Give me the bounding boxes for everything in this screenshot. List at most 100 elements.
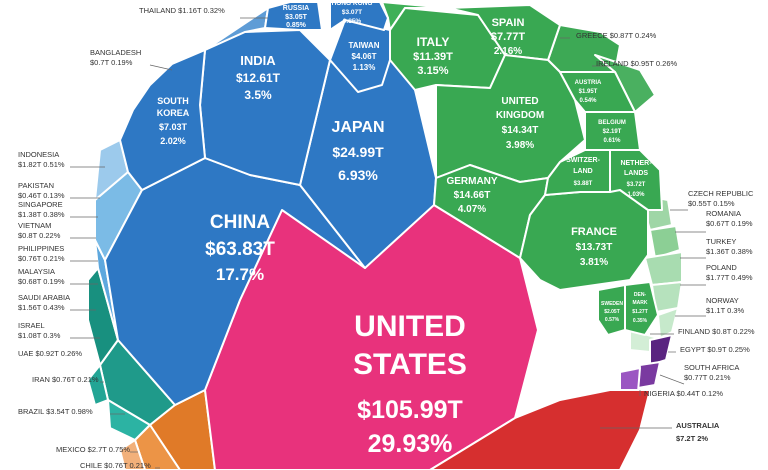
turkey-cell [644,251,683,286]
japan-label-0: JAPAN [331,119,384,136]
ext-label-9-value: $1.08T 0.3% [18,331,61,340]
ext-label-19-value: $1.36T 0.38% [706,247,753,256]
ext-label-15: GREECE $0.87T 0.24% [576,31,657,40]
ext-leader-24 [659,374,685,385]
netherlands-label-0: NETHER- [620,160,652,167]
usa-label-2: $105.99T [357,396,463,424]
uk-label-2: $14.34T [502,125,539,136]
switzerland-label-2: $3.88T [574,181,593,187]
ext-label-3-value: $0.46T 0.13% [18,191,65,200]
nigeria-cell [619,367,641,393]
germany-label-1: $14.66T [454,190,491,201]
ext-label-4: SINGAPORE [18,200,63,209]
ext-label-9: ISRAEL [18,321,45,330]
ext-label-7: MALAYSIA [18,267,55,276]
hongkong-cell [329,1,389,31]
ext-label-1-value: $0.7T 0.19% [90,58,133,67]
india-label-1: $12.61T [236,71,281,85]
southkorea-label-2: $7.03T [159,122,188,132]
ext-label-0: THAILAND $1.16T 0.32% [139,6,225,15]
ext-label-5: VIETNAM [18,221,51,230]
france-cell [519,189,649,291]
romania-cell [649,225,681,259]
ireland-cell [594,54,656,113]
japan-label-2: 6.93% [338,167,378,183]
southkorea-label-3: 2.02% [160,136,186,146]
ext-label-12: BRAZIL $3.54T 0.98% [18,407,93,416]
china-label-0: CHINA [210,212,270,233]
spain-label-2: 2.16% [494,46,522,57]
south-africa-cell [637,361,661,389]
ext-label-21: NORWAY [706,296,739,305]
india-label-2: 3.5% [244,88,272,102]
ext-label-20-value: $1.77T 0.49% [706,273,753,282]
ext-label-8: SAUDI ARABIA [18,293,70,302]
denmark-label-0: DEN- [634,292,647,298]
germany-label-2: 4.07% [458,204,486,215]
ext-leader-1 [149,64,173,71]
austria-cell [559,71,636,113]
ext-label-3: PAKISTAN [18,181,54,190]
uae-cell [87,364,109,406]
ext-label-18-value: $0.67T 0.19% [706,219,753,228]
spain-label-0: SPAIN [492,17,525,29]
france-label-2: 3.81% [580,257,608,268]
australia-cell [429,389,651,470]
france-label-0: FRANCE [571,226,617,238]
belgium-label-1: $2.19T [603,129,622,135]
hongkong-label-2: 0.85% [343,18,362,25]
ext-label-7-value: $0.68T 0.19% [18,277,65,286]
southkorea-cell [119,49,206,191]
switzerland-label-0: SWITZER- [566,157,600,164]
hongkong-label-0: HONG KONG [332,0,373,7]
russia-label-1: $3.05T [285,14,308,21]
ext-label-24-value: $0.77T 0.21% [684,373,731,382]
norway-cell [657,307,679,339]
usa-label-3: 29.93% [368,430,453,458]
russia-label-2: 0.85% [286,22,307,29]
usa-label-1: STATES [353,348,467,381]
india-label-0: INDIA [240,53,276,68]
germany-label-0: GERMANY [446,176,497,187]
taiwan-label-0: TAIWAN [349,41,380,50]
taiwan-label-1: $4.06T [352,52,377,61]
sweden-label-2: 0.57% [605,317,620,323]
southkorea-label-0: SOUTH [157,96,189,106]
ext-label-2: INDONESIA [18,150,59,159]
italy-label-2: 3.15% [417,65,448,77]
russia-label-0: RUSSIA [283,5,309,12]
hongkong-label-1: $3.07T [342,9,362,16]
ext-label-10: UAE $0.92T 0.26% [18,349,82,358]
ext-label-8-value: $1.56T 0.43% [18,303,65,312]
belgium-label-0: BELGIUM [598,120,626,126]
china-label-1: $63.83T [205,239,275,260]
uk-label-3: 3.98% [506,140,534,151]
ext-label-5-value: $0.8T 0.22% [18,231,61,240]
ext-label-14: CHILE $0.76T 0.21% [80,461,151,470]
uk-label-0: UNITED [501,96,538,107]
austria-label-2: 0.54% [579,98,597,104]
russia-cell [264,1,323,31]
netherlands-label-3: 1.03% [627,192,645,198]
ext-label-17: CZECH REPUBLIC [688,189,754,198]
ext-label-23: EGYPT $0.9T 0.25% [680,345,750,354]
sweden-label-0: SWEDEN [601,301,623,307]
egypt-cell [649,334,673,366]
sweden-label-1: $2.05T [604,309,620,315]
uk-label-1: KINGDOM [496,110,544,121]
australia-label-0: AUSTRALIA [676,421,720,430]
denmark-label-1: MARK [633,300,648,306]
ext-label-16: IRELAND $0.95T 0.26% [596,59,677,68]
chile-cell [119,439,146,470]
france-label-1: $13.73T [576,242,613,253]
denmark-cell [624,281,659,336]
ext-label-20: POLAND [706,263,737,272]
ext-label-6-value: $0.76T 0.21% [18,254,65,263]
southkorea-label-1: KOREA [157,108,190,118]
austria-label-1: $1.95T [579,89,598,95]
netherlands-label-2: $3.72T [627,182,646,188]
ext-label-18: ROMANIA [706,209,741,218]
taiwan-label-2: 1.13% [353,63,376,72]
netherlands-cell [609,149,663,211]
netherlands-label-1: LANDS [624,170,648,177]
